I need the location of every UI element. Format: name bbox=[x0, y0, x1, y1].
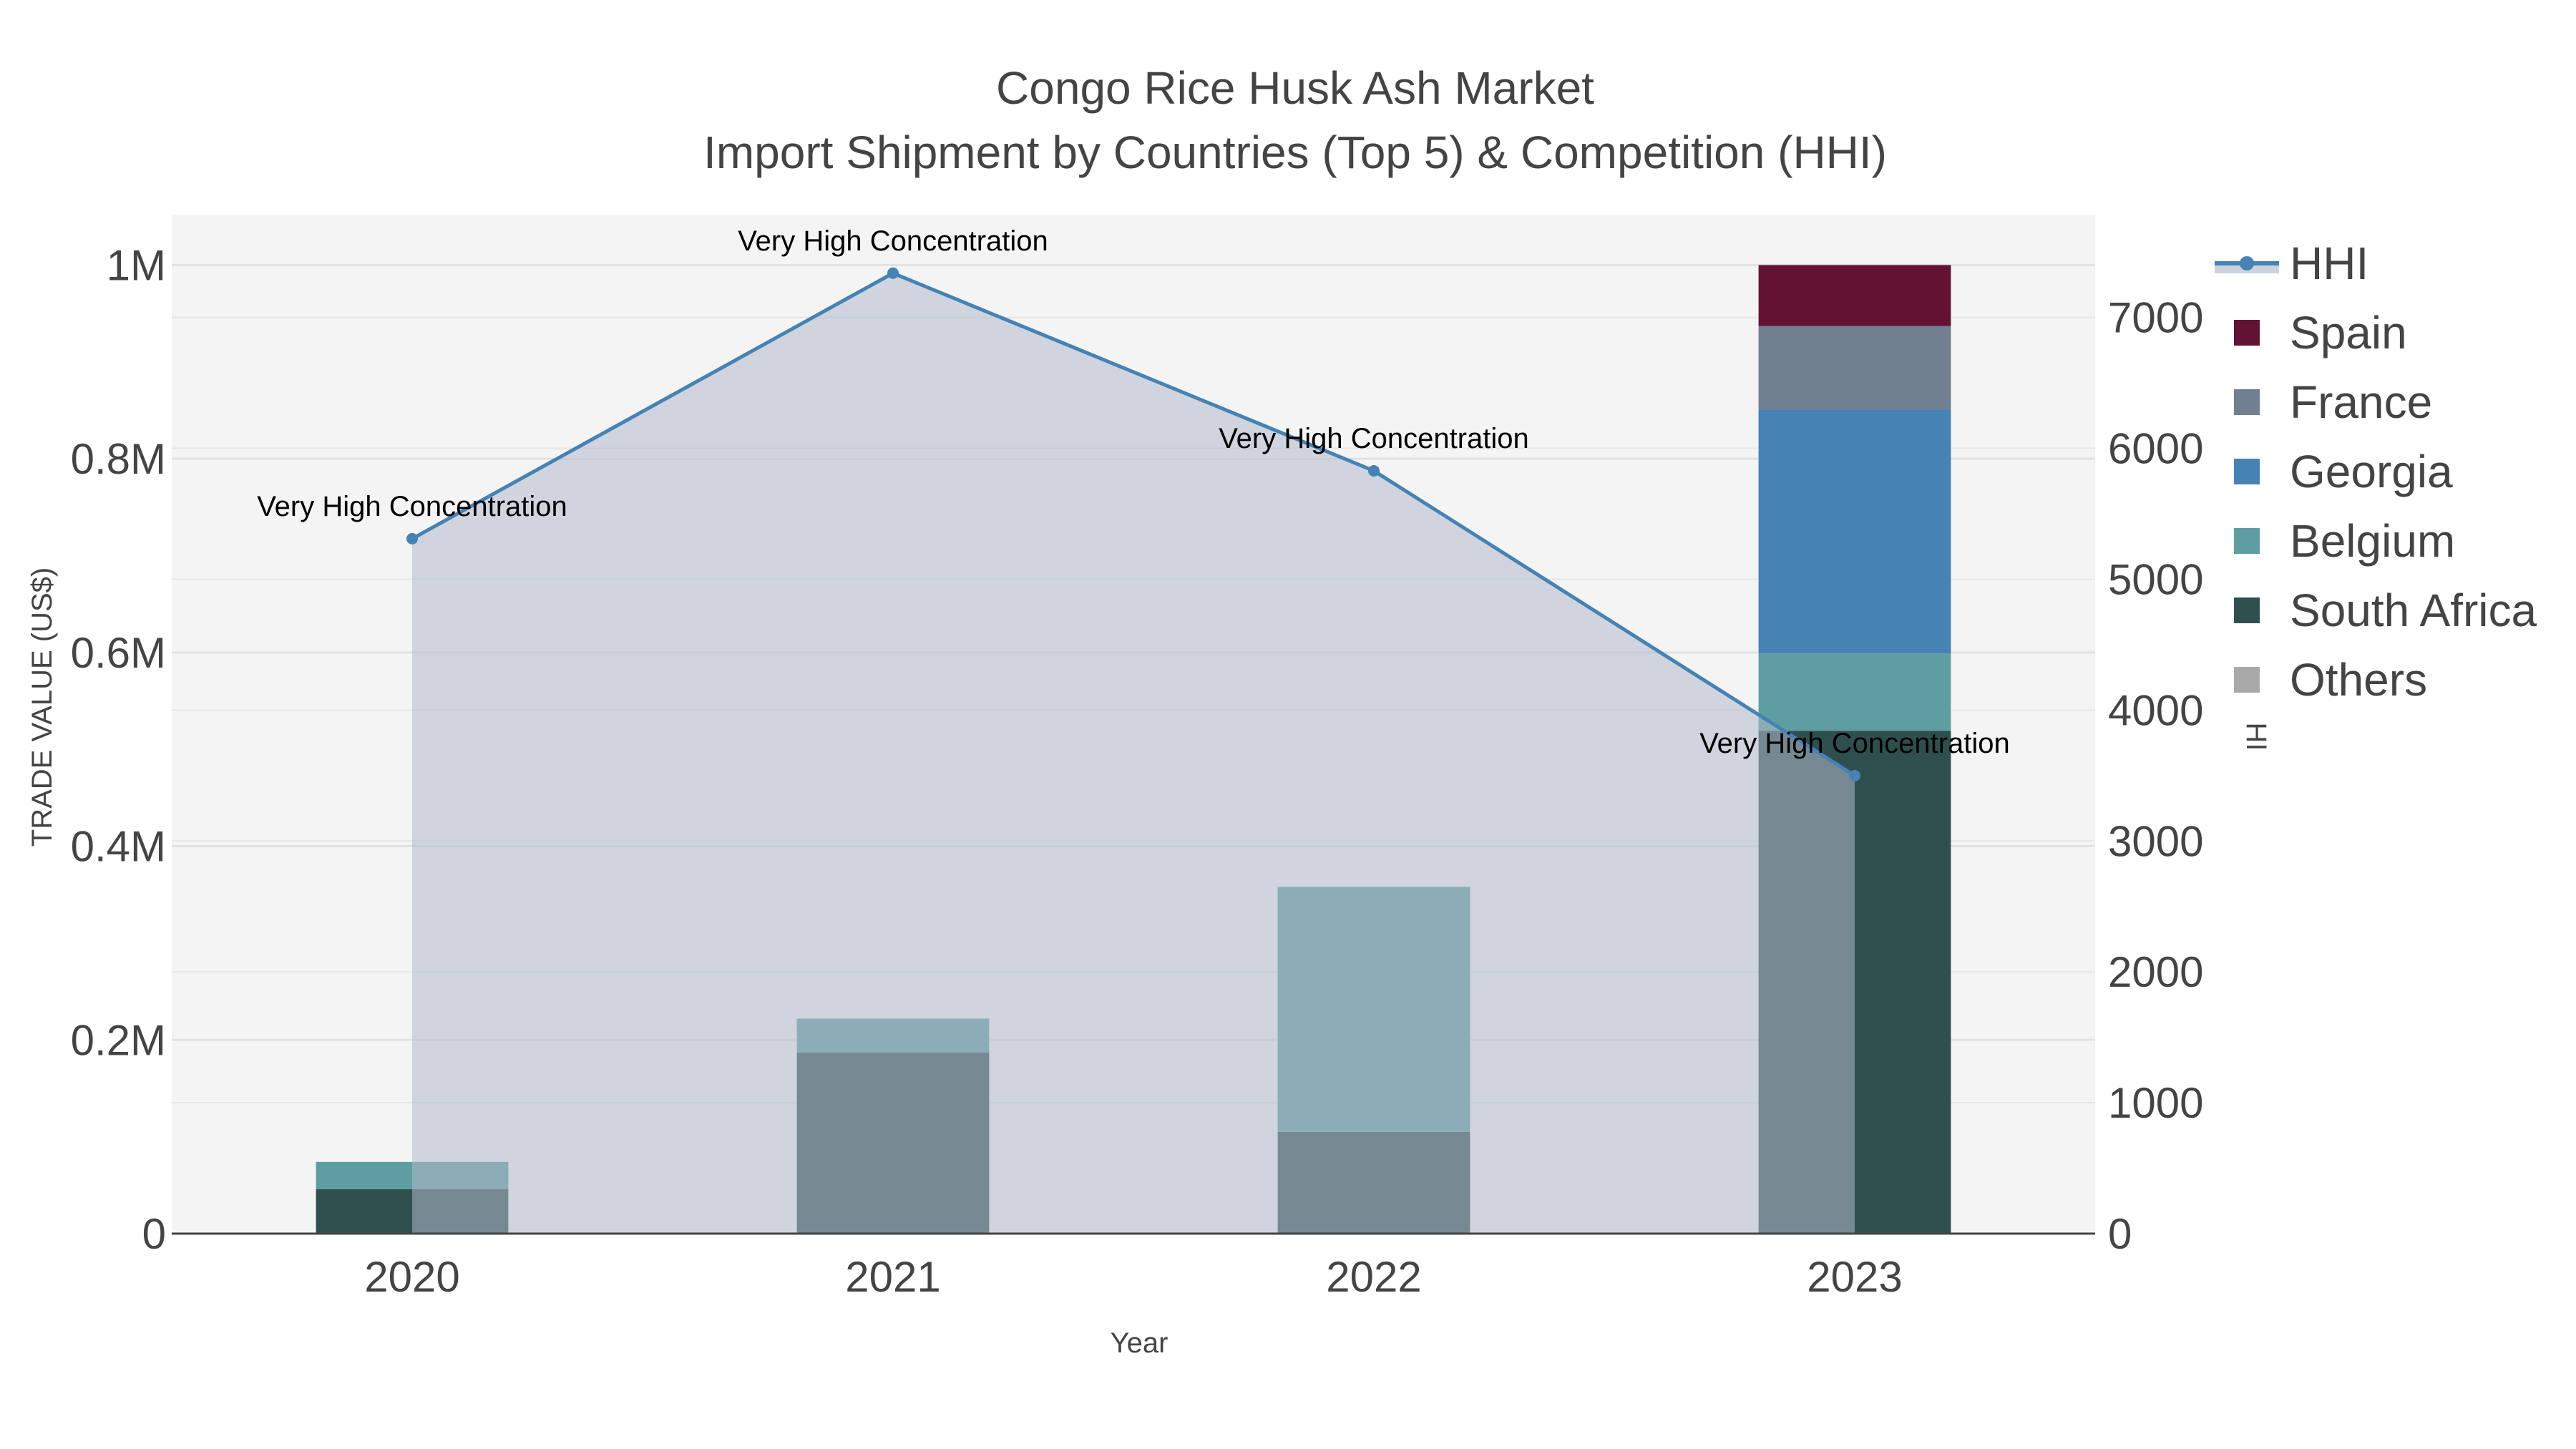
hhi-annotation: Very High Concentration bbox=[738, 225, 1048, 257]
x-tick-label: 2020 bbox=[364, 1253, 459, 1301]
legend-label: HHI bbox=[2290, 238, 2368, 289]
legend-background bbox=[2211, 236, 2576, 723]
hhi-marker[interactable] bbox=[1368, 464, 1380, 477]
hhi-marker[interactable] bbox=[406, 532, 418, 545]
legend-label: France bbox=[2290, 376, 2432, 428]
hhi-series bbox=[406, 267, 1860, 1234]
legend-label: Spain bbox=[2290, 307, 2407, 358]
x-tick-label: 2022 bbox=[1326, 1253, 1421, 1301]
hhi-annotation: Very High Concentration bbox=[257, 491, 567, 522]
legend-item-georgia[interactable]: Georgia bbox=[2234, 446, 2453, 497]
right-tick-label: 5000 bbox=[2108, 555, 2203, 603]
legend-item-spain[interactable]: Spain bbox=[2234, 307, 2407, 358]
left-tick-label: 1M bbox=[107, 241, 166, 289]
bar-segment-georgia[interactable] bbox=[1758, 409, 1951, 654]
hhi-annotations: Very High Concentration Very High Concent… bbox=[257, 225, 2010, 759]
legend-item-others[interactable]: Others bbox=[2234, 654, 2427, 706]
right-tick-label: 1000 bbox=[2108, 1079, 2203, 1127]
left-axis-ticks: 0 0.2M 0.4M 0.6M 0.8M 1M bbox=[71, 241, 166, 1258]
chart-title: Congo Rice Husk Ash Market bbox=[996, 62, 1594, 114]
legend-swatch-icon bbox=[2234, 597, 2260, 623]
right-axis-ticks: 0 1000 2000 3000 4000 5000 6000 7000 bbox=[2108, 294, 2203, 1258]
legend-item-belgium[interactable]: Belgium bbox=[2234, 515, 2455, 567]
hhi-area bbox=[412, 273, 1855, 1234]
legend-label: Others bbox=[2290, 654, 2427, 706]
bar-segment-spain[interactable] bbox=[1758, 265, 1951, 326]
legend-swatch-icon bbox=[2234, 459, 2260, 484]
legend-swatch-icon bbox=[2234, 528, 2260, 554]
x-axis-ticks: 2020 2021 2022 2023 bbox=[364, 1253, 1902, 1301]
x-tick-label: 2021 bbox=[845, 1253, 940, 1301]
x-axis-title: Year bbox=[1111, 1327, 1169, 1359]
y-axis-left-title: TRADE VALUE (US$) bbox=[26, 567, 58, 847]
hhi-annotation: Very High Concentration bbox=[1219, 423, 1529, 454]
hhi-marker[interactable] bbox=[887, 267, 899, 279]
hhi-legend-marker-icon bbox=[2240, 256, 2254, 270]
left-tick-label: 0.4M bbox=[71, 823, 166, 871]
legend-item-south-africa[interactable]: South Africa bbox=[2234, 585, 2537, 636]
right-tick-label: 7000 bbox=[2108, 294, 2203, 342]
legend-swatch-icon bbox=[2234, 320, 2260, 346]
legend-swatch-icon bbox=[2234, 389, 2260, 415]
bar-segment-belgium[interactable] bbox=[1758, 653, 1951, 731]
hhi-annotation: Very High Concentration bbox=[1699, 728, 2010, 759]
left-tick-label: 0 bbox=[142, 1210, 166, 1258]
left-tick-label: 0.2M bbox=[71, 1016, 166, 1064]
right-tick-label: 6000 bbox=[2108, 425, 2203, 473]
legend[interactable]: HHI Spain France Georgia Belgium South Africa… bbox=[2211, 236, 2576, 723]
chart-subtitle: Import Shipment by Countries (Top 5) & C… bbox=[703, 127, 1887, 178]
legend-item-hhi[interactable]: HHI bbox=[2215, 238, 2368, 289]
legend-swatch-icon bbox=[2234, 667, 2260, 693]
right-tick-label: 2000 bbox=[2108, 948, 2203, 996]
x-tick-label: 2023 bbox=[1807, 1253, 1902, 1301]
legend-item-france[interactable]: France bbox=[2234, 376, 2432, 428]
right-tick-label: 4000 bbox=[2108, 686, 2203, 734]
legend-label: Georgia bbox=[2290, 446, 2453, 497]
right-tick-label: 0 bbox=[2108, 1210, 2132, 1258]
bar-segment-france[interactable] bbox=[1758, 326, 1951, 410]
legend-label: South Africa bbox=[2290, 585, 2537, 636]
left-tick-label: 0.6M bbox=[71, 629, 166, 677]
legend-label: Belgium bbox=[2290, 515, 2455, 567]
right-tick-label: 3000 bbox=[2108, 817, 2203, 865]
hhi-marker[interactable] bbox=[1849, 769, 1860, 781]
hhi-line bbox=[411, 270, 1856, 778]
left-tick-label: 0.8M bbox=[71, 435, 166, 483]
